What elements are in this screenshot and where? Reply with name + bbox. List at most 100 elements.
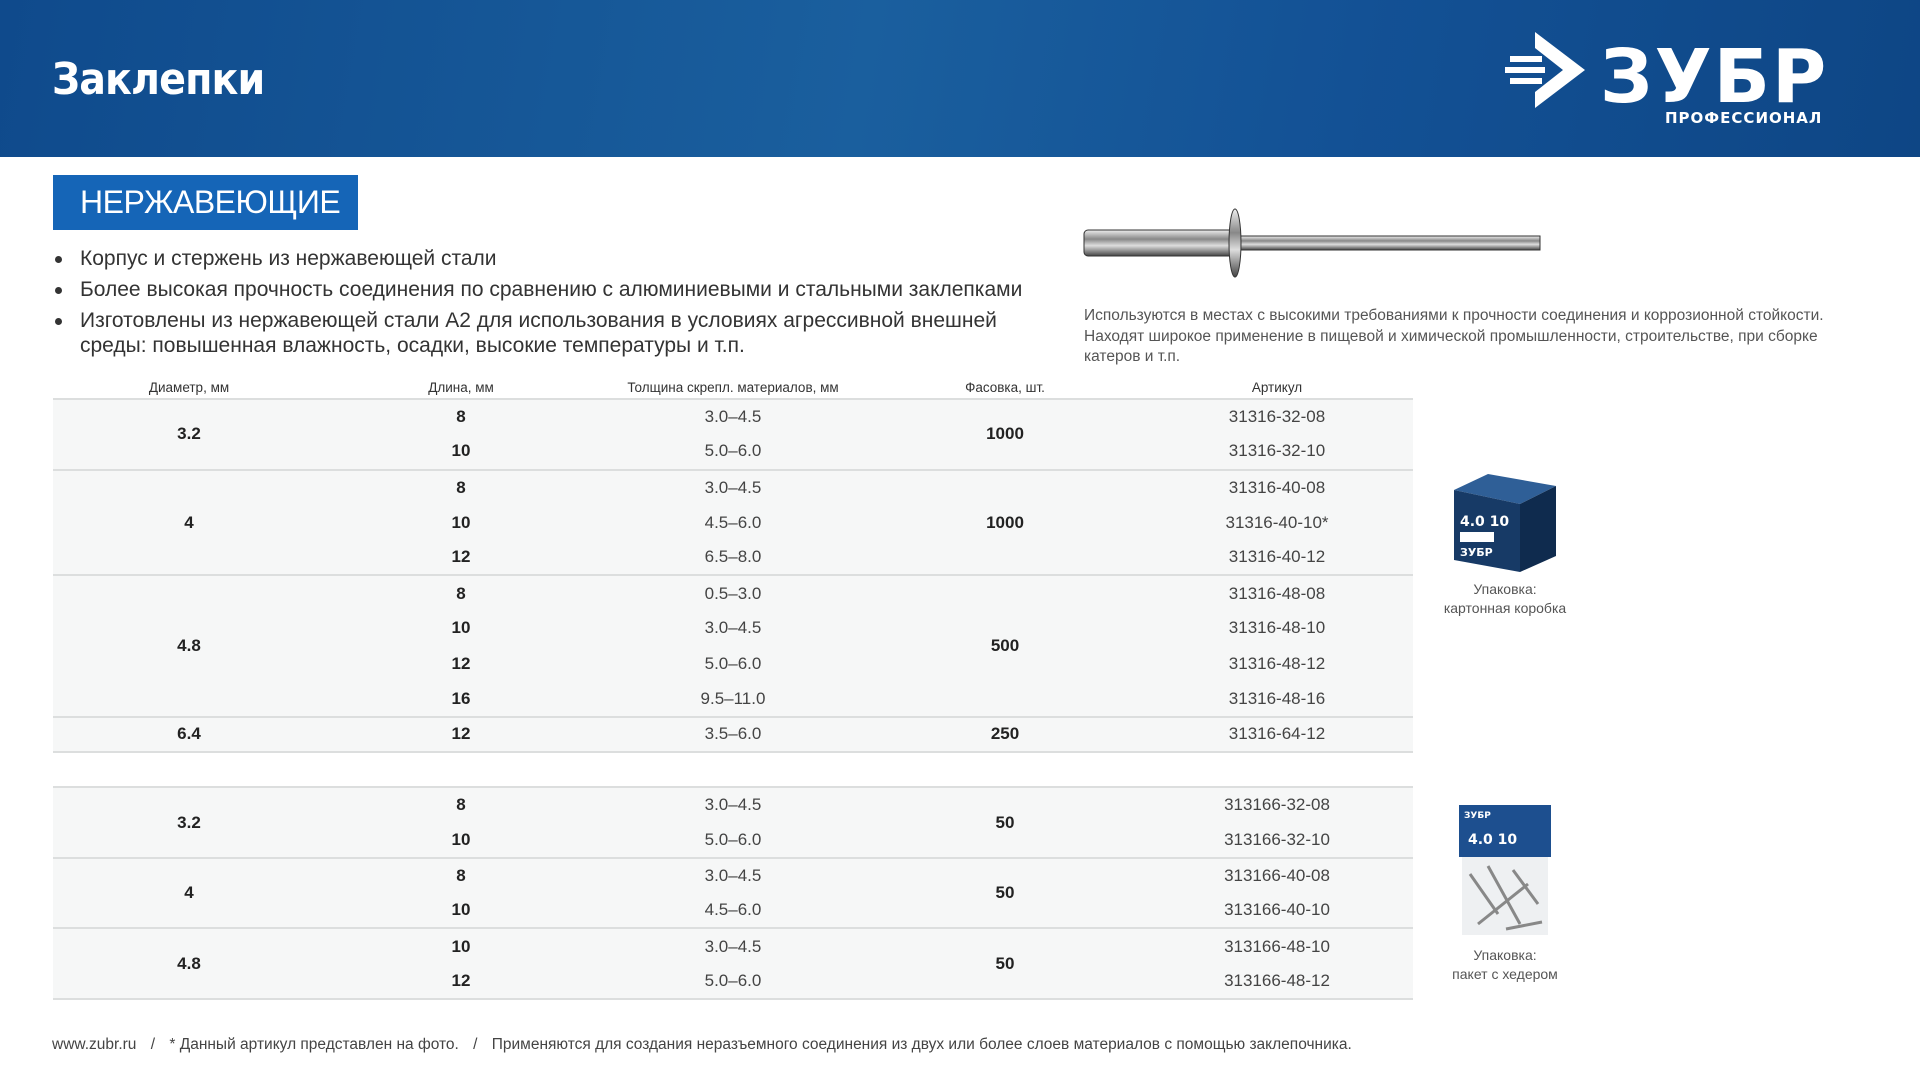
thickness-cell: 3.0–4.5 <box>597 610 869 647</box>
zubr-logo: ЗУБР ПРОФЕССИОНАЛ <box>1505 32 1828 127</box>
table-row: 3.2 8 3.0–4.5 1000 31316-32-08 <box>53 399 1413 471</box>
logo-subtitle: ПРОФЕССИОНАЛ <box>1665 109 1822 127</box>
table-row: 4.8 8 0.5–3.0 500 31316-48-08 <box>53 575 1413 718</box>
thickness-cell: 5.0–6.0 <box>597 822 869 859</box>
rivet-image <box>1083 208 1541 278</box>
length-cell: 8 <box>325 399 597 435</box>
article-cell: 31316-48-10 <box>1141 610 1413 647</box>
length-cell: 10 <box>325 434 597 471</box>
length-cell: 8 <box>325 857 597 894</box>
pack-cell: 50 <box>869 857 1141 930</box>
thickness-cell: 5.0–6.0 <box>597 434 869 471</box>
box-size-label: 4.0 10 <box>1460 514 1509 530</box>
thickness-cell: 3.0–4.5 <box>597 399 869 435</box>
article-cell: 31316-48-16 <box>1141 681 1413 718</box>
length-cell: 12 <box>325 963 597 1001</box>
length-cell: 16 <box>325 681 597 718</box>
feature-list: Корпус и стержень из нержавеющей стали Б… <box>53 246 1053 364</box>
length-cell: 10 <box>325 504 597 541</box>
bag-header-image: ЗУБР 4.0 10 <box>1459 805 1551 935</box>
length-cell: 12 <box>325 646 597 682</box>
article-cell: 313166-40-10 <box>1141 893 1413 930</box>
table-row: 4.8 10 3.0–4.5 50 313166-48-10 <box>53 928 1413 1001</box>
caption-line: пакет с хедером <box>1452 966 1558 982</box>
length-cell: 10 <box>325 822 597 859</box>
article-cell: 31316-40-12 <box>1141 540 1413 577</box>
photo-note: * Данный артикул представлен на фото. <box>169 1036 459 1053</box>
section-badge: НЕРЖАВЕЮЩИЕ <box>53 175 358 230</box>
thickness-cell: 9.5–11.0 <box>597 681 869 718</box>
pack-cell: 1000 <box>869 469 1141 577</box>
box-logo: ЗУБР <box>1460 546 1493 559</box>
table-row: 10 5.0–6.0 313166-32-10 <box>53 822 1413 859</box>
length-cell: 10 <box>325 928 597 964</box>
table-row: 10 4.5–6.0 313166-40-10 <box>53 893 1413 930</box>
col-length: Длина, мм <box>325 376 597 400</box>
article-cell: 31316-48-12 <box>1141 646 1413 682</box>
thickness-cell: 3.0–4.5 <box>597 928 869 964</box>
usage-note: Применяются для создания неразъемного со… <box>491 1036 1352 1053</box>
table-row: 12 5.0–6.0 31316-48-12 <box>53 646 1413 682</box>
article-cell: 313166-32-08 <box>1141 787 1413 823</box>
separator: / <box>473 1036 478 1053</box>
thickness-cell: 3.0–4.5 <box>597 857 869 894</box>
packaging-caption-bag: Упаковка: пакет с хедером <box>1420 946 1590 984</box>
table-row: 12 5.0–6.0 313166-48-12 <box>53 963 1413 1001</box>
caption-line: Упаковка: <box>1473 947 1537 963</box>
spacer-cell <box>53 751 1413 789</box>
length-cell: 8 <box>325 575 597 611</box>
length-cell: 8 <box>325 787 597 823</box>
col-pack: Фасовка, шт. <box>869 376 1141 400</box>
diameter-cell: 4.8 <box>53 928 325 1001</box>
length-cell: 12 <box>325 716 597 753</box>
cardboard-box-image: 4.0 10 ЗУБР <box>1454 474 1556 572</box>
thickness-cell: 5.0–6.0 <box>597 646 869 682</box>
bag-logo: ЗУБР <box>1464 811 1491 821</box>
length-cell: 10 <box>325 610 597 647</box>
diameter-cell: 6.4 <box>53 716 325 753</box>
usage-description: Используются в местах с высокими требова… <box>1084 307 1824 365</box>
feature-item: Корпус и стержень из нержавеющей стали <box>53 246 1053 271</box>
article-cell: 31316-32-10 <box>1141 434 1413 471</box>
thickness-cell: 3.5–6.0 <box>597 716 869 753</box>
thickness-cell: 4.5–6.0 <box>597 893 869 930</box>
spec-table: Диаметр, мм Длина, мм Толщина скрепл. ма… <box>53 376 1413 1001</box>
thickness-cell: 5.0–6.0 <box>597 963 869 1001</box>
length-cell: 8 <box>325 469 597 505</box>
col-article: Артикул <box>1141 376 1413 400</box>
thickness-cell: 0.5–3.0 <box>597 575 869 611</box>
article-cell: 31316-48-08 <box>1141 575 1413 611</box>
article-cell: 313166-32-10 <box>1141 822 1413 859</box>
article-cell: 313166-48-10 <box>1141 928 1413 964</box>
table-row: 16 9.5–11.0 31316-48-16 <box>53 681 1413 718</box>
thickness-cell: 3.0–4.5 <box>597 469 869 505</box>
length-cell: 12 <box>325 540 597 577</box>
packaging-caption-box: Упаковка: картонная коробка <box>1420 580 1590 618</box>
caption-line: Упаковка: <box>1473 581 1537 597</box>
col-thickness: Толщина скрепл. материалов, мм <box>597 376 869 400</box>
table-row: 10 4.5–6.0 31316-40-10* <box>53 504 1413 541</box>
diameter-cell: 4 <box>53 857 325 930</box>
article-cell: 31316-64-12 <box>1141 716 1413 753</box>
diameter-cell: 4 <box>53 469 325 577</box>
diameter-cell: 3.2 <box>53 787 325 859</box>
table-row: 12 6.5–8.0 31316-40-12 <box>53 540 1413 577</box>
table-spacer-row <box>53 751 1413 789</box>
article-cell: 31316-40-08 <box>1141 469 1413 505</box>
site-link[interactable]: www.zubr.ru <box>52 1036 137 1053</box>
col-diameter: Диаметр, мм <box>53 376 325 400</box>
pack-cell: 250 <box>869 716 1141 753</box>
pack-cell: 1000 <box>869 399 1141 471</box>
thickness-cell: 6.5–8.0 <box>597 540 869 577</box>
pack-cell: 50 <box>869 928 1141 1001</box>
article-cell: 313166-40-08 <box>1141 857 1413 894</box>
table-row: 4 8 3.0–4.5 50 313166-40-08 <box>53 857 1413 930</box>
table-row: 3.2 8 3.0–4.5 50 313166-32-08 <box>53 787 1413 859</box>
logo-wordmark: ЗУБР <box>1600 34 1828 120</box>
page-title: Заклепки <box>52 54 265 105</box>
caption-line: картонная коробка <box>1443 600 1567 616</box>
length-cell: 10 <box>325 893 597 930</box>
table-row: 10 5.0–6.0 31316-32-10 <box>53 434 1413 471</box>
article-cell: 31316-40-10* <box>1141 504 1413 541</box>
pack-cell: 500 <box>869 575 1141 718</box>
